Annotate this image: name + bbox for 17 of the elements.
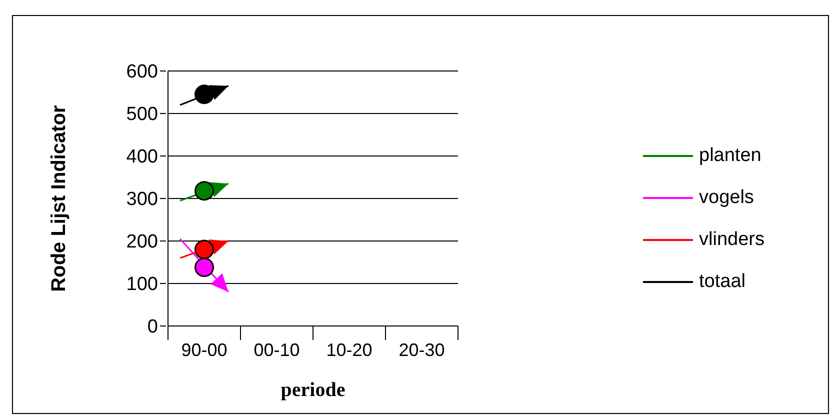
y-tick-label: 400 xyxy=(126,146,158,168)
y-tick-label: 0 xyxy=(147,316,158,338)
y-tick-label: 100 xyxy=(126,274,158,296)
x-axis-title: periode xyxy=(280,379,346,401)
legend-label: totaal xyxy=(699,271,746,293)
legend-label: vogels xyxy=(699,187,754,209)
y-tick-label: 200 xyxy=(126,232,158,253)
y-tick-label: 500 xyxy=(126,104,158,126)
x-tick-label: 20-30 xyxy=(398,340,445,360)
y-tick-label: 300 xyxy=(126,189,158,210)
x-tick-label: 10-20 xyxy=(326,340,372,360)
x-tick-label: 90-00 xyxy=(181,340,228,360)
y-tick-label: 600 xyxy=(126,62,158,83)
x-tick-label: 00-10 xyxy=(254,340,300,360)
legend-label: vlinders xyxy=(699,229,764,251)
y-axis-title: Rode Lijst Indicator xyxy=(48,104,70,292)
legend-label: planten xyxy=(699,145,762,167)
